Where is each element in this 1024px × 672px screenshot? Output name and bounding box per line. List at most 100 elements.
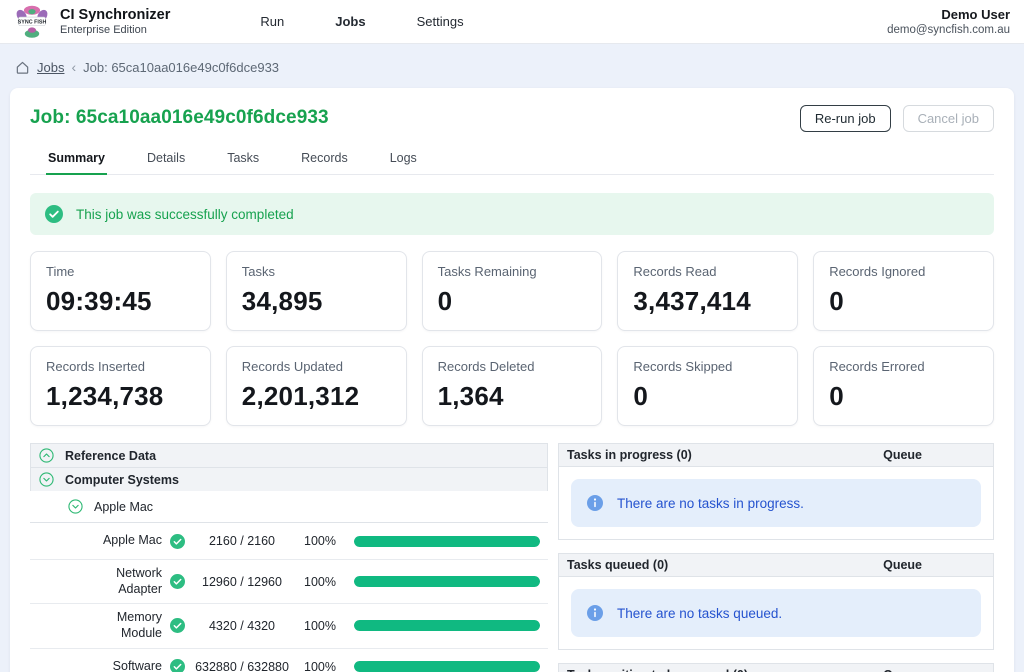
breadcrumb-separator: ‹ bbox=[71, 59, 77, 75]
syncfish-logo-icon: SYNC FISH bbox=[16, 5, 48, 38]
user-name: Demo User bbox=[941, 7, 1010, 23]
main-nav: Run Jobs Settings bbox=[258, 10, 465, 33]
tree-group-label: Computer Systems bbox=[65, 472, 179, 487]
stat-label: Records Updated bbox=[241, 359, 343, 374]
task-progress-fill bbox=[354, 535, 540, 547]
queue-empty-alert: There are no tasks in progress. bbox=[571, 479, 981, 527]
queue-section-body: There are no tasks queued. bbox=[559, 577, 993, 649]
nav-item-label: Settings bbox=[416, 14, 464, 29]
task-progress-fill bbox=[354, 620, 540, 632]
task-percent: 100% bbox=[304, 618, 336, 633]
status-banner: This job was successfully completed bbox=[30, 193, 994, 235]
breadcrumb: Jobs ‹ Job: 65ca10aa016e49c0f6dce933 bbox=[0, 44, 1024, 88]
info-icon bbox=[587, 495, 603, 511]
expand-chevron-icon[interactable] bbox=[68, 499, 83, 514]
job-detail-card: Job: 65ca10aa016e49c0f6dce933 Re-run job… bbox=[10, 88, 1014, 672]
stat-card-records-deleted: Records Deleted 1,364 bbox=[421, 346, 603, 426]
task-progress-fill bbox=[354, 576, 540, 588]
task-percent: 100% bbox=[304, 659, 336, 672]
tab-label: Details bbox=[146, 151, 186, 165]
task-tree-panel: Reference Data Computer Systems Apple Ma… bbox=[30, 443, 548, 672]
task-percent: 100% bbox=[304, 574, 336, 589]
home-icon[interactable] bbox=[15, 60, 30, 75]
tab-tasks[interactable]: Tasks bbox=[225, 145, 261, 174]
stat-value: 34,895 bbox=[241, 286, 323, 316]
task-status bbox=[162, 574, 192, 590]
tab-details[interactable]: Details bbox=[145, 145, 187, 174]
stat-card-records-errored: Records Errored 0 bbox=[813, 346, 994, 426]
queue-section-tasks-in-progress-0: Tasks in progress (0) Queue There are no… bbox=[558, 443, 994, 540]
tree-group-label: Apple Mac bbox=[94, 499, 154, 514]
brand-text: CI Synchronizer Enterprise Edition bbox=[60, 7, 170, 36]
task-label: Software bbox=[112, 658, 162, 672]
stat-card-records-skipped: Records Skipped 0 bbox=[617, 346, 799, 426]
stat-label: Records Errored bbox=[829, 359, 925, 374]
stat-value: 2,201,312 bbox=[241, 381, 360, 411]
job-actions: Re-run job Cancel job bbox=[799, 105, 994, 132]
queue-section-title: Tasks waiting to be queued (0) bbox=[567, 668, 748, 672]
task-status bbox=[162, 618, 192, 634]
logo-text: SYNC FISH bbox=[18, 19, 47, 25]
stat-value: 1,234,738 bbox=[46, 381, 164, 411]
task-row-memory-module: Memory Module 4320 / 4320 100% bbox=[30, 604, 548, 649]
top-bar: SYNC FISH CI Synchronizer Enterprise Edi… bbox=[0, 0, 1024, 44]
tree-group-computer-systems[interactable]: Computer Systems bbox=[30, 467, 548, 492]
stat-label: Records Inserted bbox=[46, 359, 145, 374]
expand-chevron-icon[interactable] bbox=[39, 472, 54, 487]
rerun-job-button[interactable]: Re-run job bbox=[799, 105, 891, 132]
cancel-job-button[interactable]: Cancel job bbox=[902, 105, 994, 132]
stat-value: 0 bbox=[829, 381, 844, 411]
task-record-count: 632880 / 632880 bbox=[195, 659, 289, 672]
summary-body: Reference Data Computer Systems Apple Ma… bbox=[30, 443, 994, 672]
stat-label: Tasks Remaining bbox=[437, 264, 537, 279]
queue-section-header: Tasks in progress (0) Queue bbox=[559, 444, 993, 467]
complete-check-icon bbox=[169, 574, 185, 590]
tree-group-reference-data[interactable]: Reference Data bbox=[30, 443, 548, 468]
queue-empty-message: There are no tasks queued. bbox=[617, 605, 783, 621]
nav-item-run[interactable]: Run bbox=[258, 10, 286, 33]
task-progress-fill bbox=[354, 661, 540, 672]
nav-item-label: Run bbox=[260, 14, 285, 29]
stat-card-records-updated: Records Updated 2,201,312 bbox=[225, 346, 407, 426]
queue-column-header: Queue bbox=[883, 448, 922, 462]
tab-logs[interactable]: Logs bbox=[388, 145, 419, 174]
stat-label: Tasks bbox=[241, 264, 276, 279]
stat-value: 1,364 bbox=[437, 381, 504, 411]
stat-value: 09:39:45 bbox=[46, 286, 152, 316]
tab-label: Summary bbox=[48, 151, 105, 165]
tab-label: Records bbox=[301, 151, 348, 165]
stat-card-tasks: Tasks 34,895 bbox=[225, 251, 407, 331]
stat-value: 0 bbox=[829, 286, 844, 316]
tree-group-apple-mac[interactable]: Apple Mac bbox=[30, 491, 548, 523]
nav-item-settings[interactable]: Settings bbox=[415, 10, 466, 33]
breadcrumb-jobs-link[interactable]: Jobs bbox=[37, 59, 65, 75]
user-menu[interactable]: Demo User demo@syncfish.com.au bbox=[887, 7, 1010, 36]
tab-summary[interactable]: Summary bbox=[46, 145, 107, 175]
task-percent: 100% bbox=[304, 534, 336, 548]
page-title: Job: 65ca10aa016e49c0f6dce933 bbox=[30, 107, 329, 128]
queue-section-body: There are no tasks in progress. bbox=[559, 467, 993, 539]
tab-records[interactable]: Records bbox=[299, 145, 350, 174]
queue-section-header: Tasks queued (0) Queue bbox=[559, 554, 993, 577]
task-row-apple-mac: Apple Mac 2160 / 2160 100% bbox=[30, 523, 548, 560]
stat-value: 0 bbox=[437, 286, 453, 316]
stat-value: 0 bbox=[633, 381, 649, 411]
tab-label: Logs bbox=[389, 151, 417, 165]
complete-check-icon bbox=[169, 618, 185, 634]
expand-chevron-icon[interactable] bbox=[39, 448, 54, 463]
complete-check-icon bbox=[169, 659, 185, 672]
task-status bbox=[162, 659, 192, 672]
stat-card-records-inserted: Records Inserted 1,234,738 bbox=[30, 346, 211, 426]
nav-item-jobs[interactable]: Jobs bbox=[333, 10, 367, 33]
complete-check-icon bbox=[169, 533, 185, 549]
task-label: Apple Mac bbox=[102, 533, 162, 548]
queue-column-header: Queue bbox=[883, 668, 985, 672]
app-name: CI Synchronizer bbox=[60, 7, 171, 24]
stat-card-records-ignored: Records Ignored 0 bbox=[813, 251, 994, 331]
status-banner-text: This job was successfully completed bbox=[76, 206, 294, 222]
stat-card-tasks-remaining: Tasks Remaining 0 bbox=[421, 251, 603, 331]
user-email: demo@syncfish.com.au bbox=[887, 23, 1010, 36]
success-check-icon bbox=[45, 205, 63, 223]
stats-grid: Time 09:39:45 Tasks 34,895 Tasks Remaini… bbox=[30, 251, 994, 426]
task-status bbox=[162, 533, 192, 549]
